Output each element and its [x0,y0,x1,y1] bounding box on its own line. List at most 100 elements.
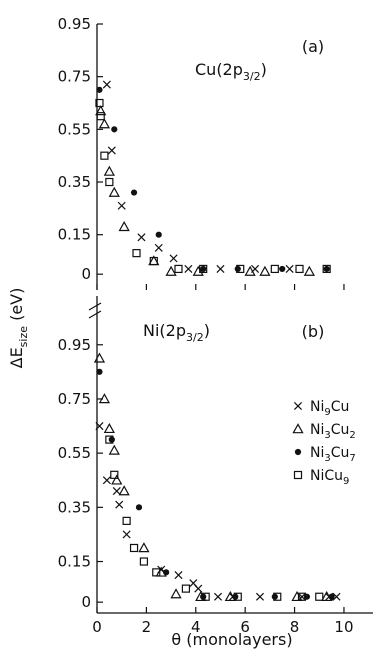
data-point-square [149,256,158,266]
data-point-triangle [95,105,107,116]
data-point-dot [271,593,278,600]
y-tick-label: 0.15 [58,553,91,571]
x-tick-label: 2 [142,618,152,636]
y-tick-label: 0.35 [58,173,91,191]
legend-marker-x [293,401,303,411]
data-point-x [184,264,193,273]
data-point-square [129,543,139,553]
data-point-triangle [103,165,115,176]
x-tick-label: 0 [92,618,102,636]
data-point-square [105,435,114,444]
data-point-square [233,592,242,601]
y-tick-label: 0.55 [58,120,91,138]
x-tick-label: 6 [240,618,250,636]
data-point-x [112,487,121,496]
data-point-square [132,249,141,258]
data-point-square [95,98,104,108]
data-point-x [174,571,183,580]
data-point-dot [96,368,103,375]
data-point-x [102,476,111,485]
data-point-triangle [291,590,303,602]
data-point-x [297,592,306,601]
data-point-square [139,557,149,566]
legend-entry: Ni3Cu7 [294,445,356,464]
data-point-dot [130,189,138,196]
data-point-dot [96,86,103,93]
data-point-square [122,516,131,525]
data-point-dot [111,126,118,133]
data-point-x [216,264,225,273]
data-point-x [115,500,124,509]
data-point-dot [200,593,207,600]
data-point-triangle [118,220,130,232]
x-tick-label: 10 [334,618,353,636]
legend-label: NiCu9 [310,468,349,487]
data-point-x [169,254,178,263]
data-point-triangle [165,265,177,276]
data-point-x [154,243,163,252]
data-point-dot [323,265,330,273]
data-point-square [181,584,191,593]
data-point-square [201,592,210,601]
y-tick-label: 0.15 [58,226,91,244]
y-tick-label: 0 [81,265,91,283]
data-point-square [100,151,109,160]
data-point-triangle [259,265,271,276]
data-point-triangle [93,352,106,363]
data-point-x [285,264,294,273]
data-point-square [273,592,282,601]
legend-label: Ni3Cu7 [310,445,356,464]
data-point-triangle [98,393,111,404]
x-tick-label: 8 [290,618,300,636]
data-point-triangle [108,444,120,455]
data-point-triangle [98,118,111,129]
panel-b-title: Ni(2p3/2) [143,321,210,344]
panel-b-letter: (b) [302,322,325,341]
data-point-dot [155,231,162,238]
data-point-x [194,584,203,593]
legend-entry: NiCu9 [293,468,349,487]
data-point-triangle [108,186,120,197]
legend-entry: Ni9Cu [293,399,349,418]
legend-label: Ni3Cu2 [310,422,356,441]
data-point-x [213,592,223,601]
data-point-dot [234,265,241,273]
panel-a-title: Cu(2p3/2) [195,60,267,83]
legend-marker-square [293,470,303,480]
legend: Ni9Cu Ni3Cu2 Ni3Cu7 NiCu9 [292,399,356,487]
data-point-dot [200,265,207,273]
axis-break-marks [88,302,102,319]
data-point-triangle [103,422,115,434]
data-point-triangle [170,588,182,599]
x-axis-label: θ (monolayers) [171,630,292,649]
y-tick-label: 0.55 [58,444,91,462]
data-point-dot [279,265,286,273]
y-tick-label: 0.75 [58,390,91,408]
data-point-dot [328,593,335,600]
data-point-square [105,177,114,187]
data-point-triangle [192,265,204,276]
data-point-x [95,422,104,431]
y-tick-label: 0.95 [58,15,91,33]
data-point-square [174,264,183,274]
legend-marker-dot [294,448,302,456]
y-tick-label: 0.35 [58,498,91,516]
data-point-triangle [138,542,150,553]
x-tick-label: 4 [191,618,201,636]
data-point-triangle [244,265,256,276]
data-point-square [322,264,331,274]
data-point-x [102,80,111,89]
y-tick-label: 0 [81,593,91,611]
data-point-square [270,264,279,274]
data-point-dot [232,593,239,600]
data-point-square [297,592,307,601]
data-point-dot [163,569,170,576]
panel-a-plot: (a) Cu(2p3/2) 0 0.15 0.35 0.55 0.75 0.95 [58,15,345,290]
data-point-square [295,264,304,274]
data-point-x [107,146,116,155]
legend-entry: Ni3Cu2 [292,422,356,441]
panel-b-plot: Ni(2p3/2) (b) 0 0.15 0.35 0.55 0.75 0.95 0 2 4 6 8… [58,296,373,636]
data-point-square [152,568,161,577]
data-point-square [110,470,119,479]
